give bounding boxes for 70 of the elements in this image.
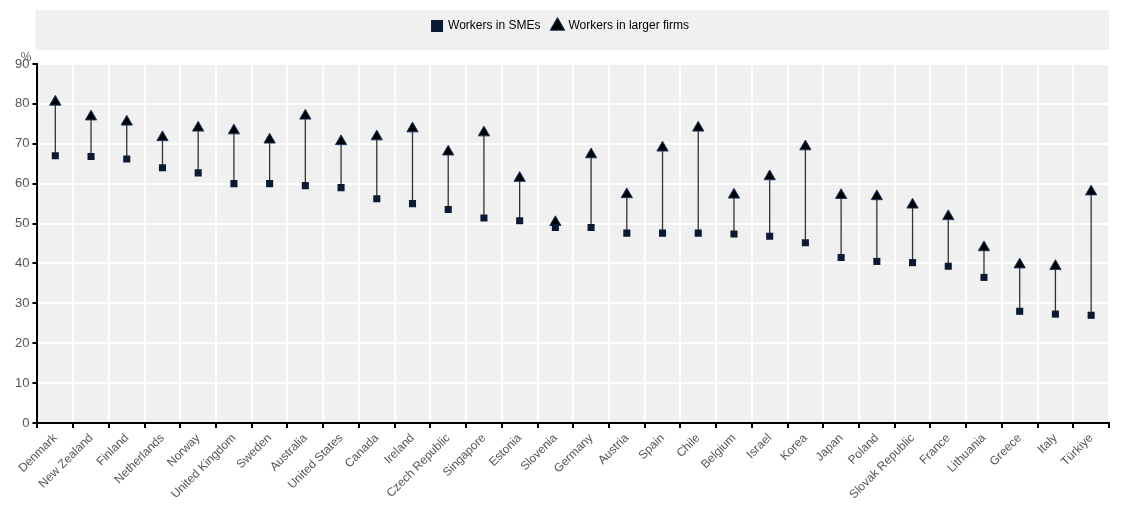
y-tick-label: 10 (14, 374, 30, 390)
y-tick-label: 40 (14, 255, 30, 271)
point (1087, 311, 1095, 319)
point (51, 152, 59, 160)
y-tick-label: 60 (14, 175, 30, 191)
point (584, 147, 598, 159)
point (158, 164, 167, 172)
point (656, 140, 669, 152)
point (730, 230, 738, 238)
y-tick-label: 30 (14, 294, 30, 310)
point (120, 114, 133, 126)
point (192, 120, 205, 132)
point (1085, 184, 1098, 196)
point (408, 200, 417, 208)
point (49, 94, 62, 106)
point (227, 123, 241, 135)
point (444, 206, 452, 214)
point (337, 184, 345, 192)
point (123, 155, 131, 163)
point (766, 232, 774, 240)
point (694, 229, 702, 237)
point (156, 130, 169, 142)
y-tick-label: 80 (14, 95, 30, 111)
legend-label: Workers in SMEs (448, 18, 541, 33)
point (373, 195, 381, 203)
point (944, 262, 952, 270)
y-tick-label: 70 (14, 135, 30, 151)
point (801, 239, 809, 247)
point (980, 273, 988, 281)
point (909, 259, 917, 267)
point (763, 169, 776, 181)
point (442, 144, 455, 156)
point (480, 214, 488, 222)
point (1013, 257, 1026, 269)
legend-label: Workers in larger firms (568, 18, 689, 33)
point (942, 209, 955, 221)
y-tick-label: 0 (22, 414, 30, 430)
point (799, 139, 812, 151)
point (84, 109, 98, 121)
point (1016, 307, 1024, 315)
point (477, 125, 491, 137)
point (1049, 259, 1062, 270)
point (516, 217, 524, 225)
point (301, 182, 309, 190)
point (230, 180, 238, 188)
point (692, 120, 705, 132)
point (977, 240, 991, 252)
point (266, 180, 274, 188)
point (906, 197, 919, 209)
point (194, 169, 202, 177)
point (370, 129, 383, 141)
y-tick-label: 20 (14, 334, 30, 350)
x-tick-label: Italy (1034, 430, 1060, 457)
point (623, 229, 631, 237)
point (513, 171, 526, 182)
point (873, 257, 881, 265)
point (334, 134, 348, 146)
point (620, 187, 633, 199)
point (834, 188, 848, 199)
point (299, 108, 312, 120)
point (658, 229, 667, 237)
point (870, 189, 883, 201)
point (837, 253, 845, 261)
y-tick-label: 50 (14, 215, 30, 231)
point (587, 224, 595, 232)
point (1051, 310, 1059, 318)
point (406, 121, 419, 133)
point (263, 132, 276, 144)
point (727, 187, 741, 199)
point (87, 153, 95, 161)
